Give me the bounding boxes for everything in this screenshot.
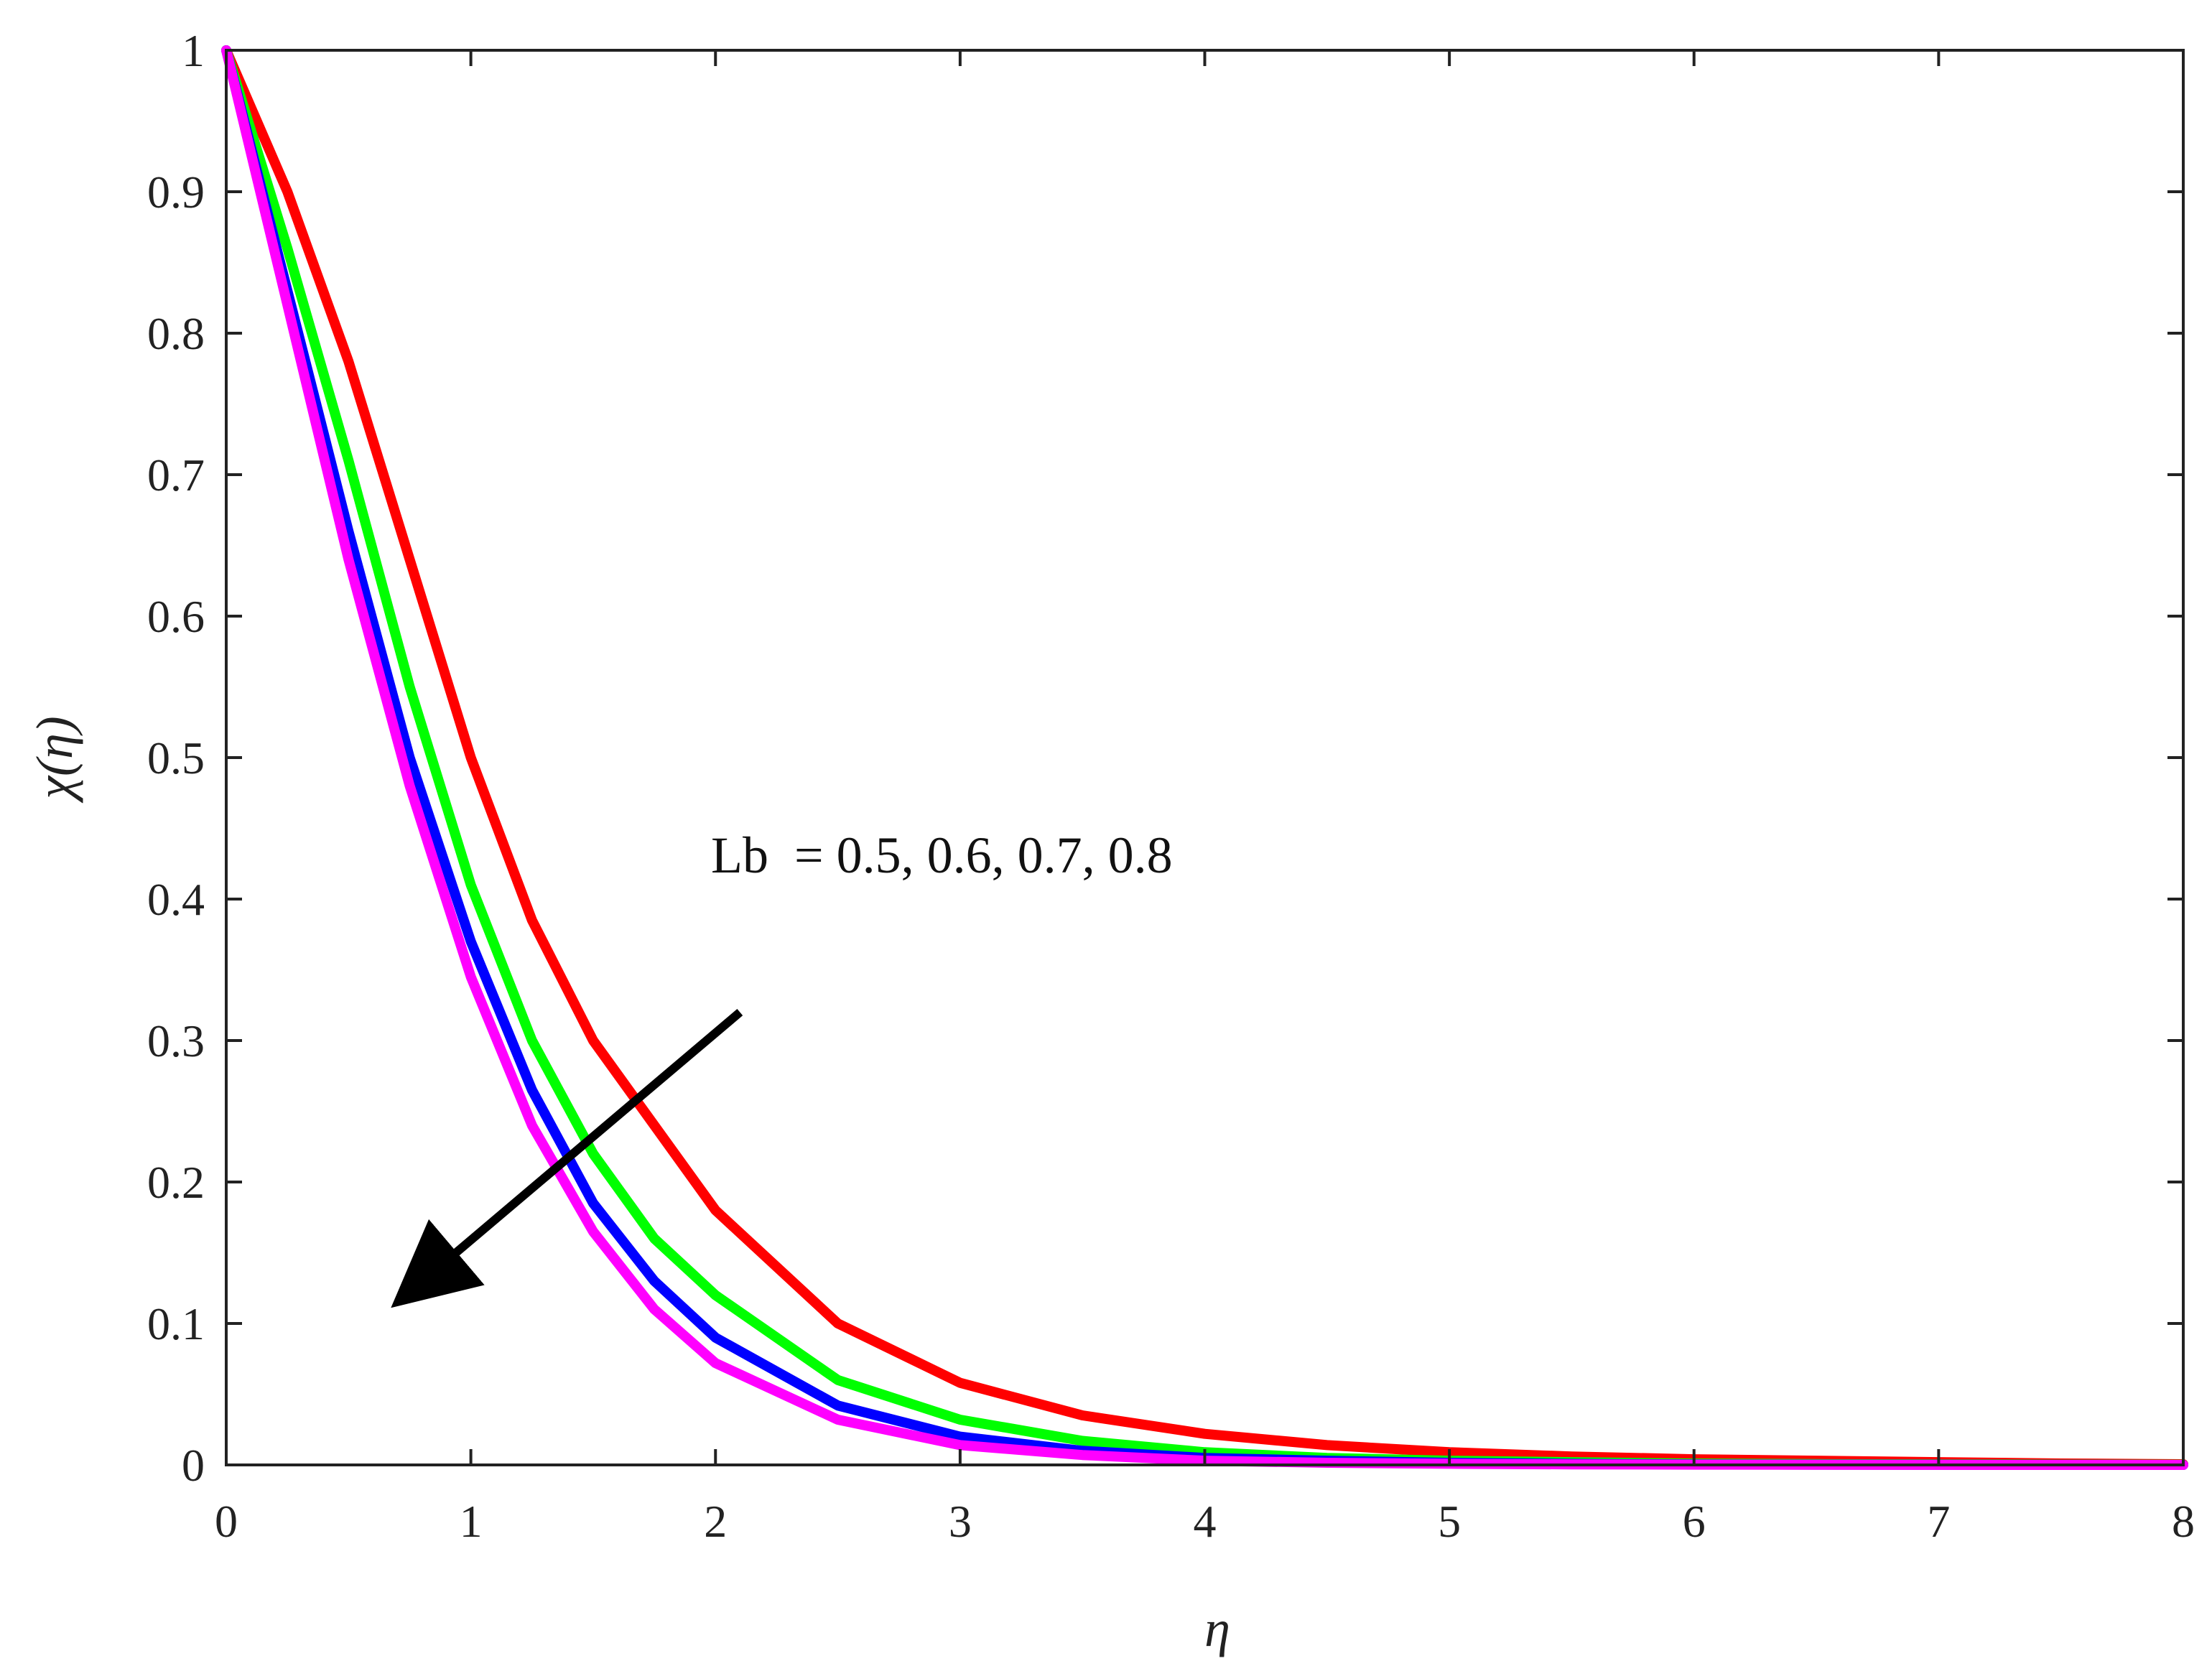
y-tick-label: 0.5 bbox=[147, 732, 205, 783]
series-line-2 bbox=[221, 45, 2188, 1470]
x-tick-label: 5 bbox=[1438, 1496, 1461, 1547]
y-tick-label: 0 bbox=[182, 1440, 205, 1491]
y-tick-label: 0.8 bbox=[147, 308, 205, 359]
x-axis-label: η bbox=[1204, 1600, 1230, 1657]
plot-frame bbox=[225, 49, 2185, 1466]
y-tick-label: 1 bbox=[182, 25, 205, 76]
x-tick-label: 6 bbox=[1683, 1496, 1706, 1547]
x-tick-label: 4 bbox=[1194, 1496, 1217, 1547]
series-line-4 bbox=[221, 45, 2188, 1470]
x-tick-label: 0 bbox=[215, 1496, 238, 1547]
y-tick-label: 0.4 bbox=[147, 874, 205, 925]
y-tick-label: 0.9 bbox=[147, 167, 205, 218]
series-layer bbox=[221, 45, 2188, 1470]
series-line-3 bbox=[221, 45, 2188, 1470]
x-tick-label: 8 bbox=[2172, 1496, 2195, 1547]
annotation-text: Lb = 0.5, 0.6, 0.7, 0.8 bbox=[711, 827, 1173, 884]
y-tick-label: 0.7 bbox=[147, 450, 205, 501]
x-tick-label: 3 bbox=[949, 1496, 972, 1547]
y-tick-label: 0.6 bbox=[147, 591, 205, 642]
y-tick-label: 0.3 bbox=[147, 1015, 205, 1066]
y-tick-label: 0.1 bbox=[147, 1298, 205, 1349]
tick-layer: 0 1 2 3 4 5 6 7 8 0 0.1 0.2 0.3 0.4 0.5 0.6 0.7 0.8 0.9 1 bbox=[147, 25, 2195, 1547]
x-tick-label: 2 bbox=[704, 1496, 727, 1547]
y-axis-label: χ(η) bbox=[26, 716, 83, 803]
x-tick-label: 7 bbox=[1927, 1496, 1950, 1547]
annotation-arrow bbox=[391, 1009, 743, 1308]
x-tick-label: 1 bbox=[460, 1496, 483, 1547]
series-line-1 bbox=[221, 45, 2188, 1469]
y-tick-label: 0.2 bbox=[147, 1157, 205, 1208]
